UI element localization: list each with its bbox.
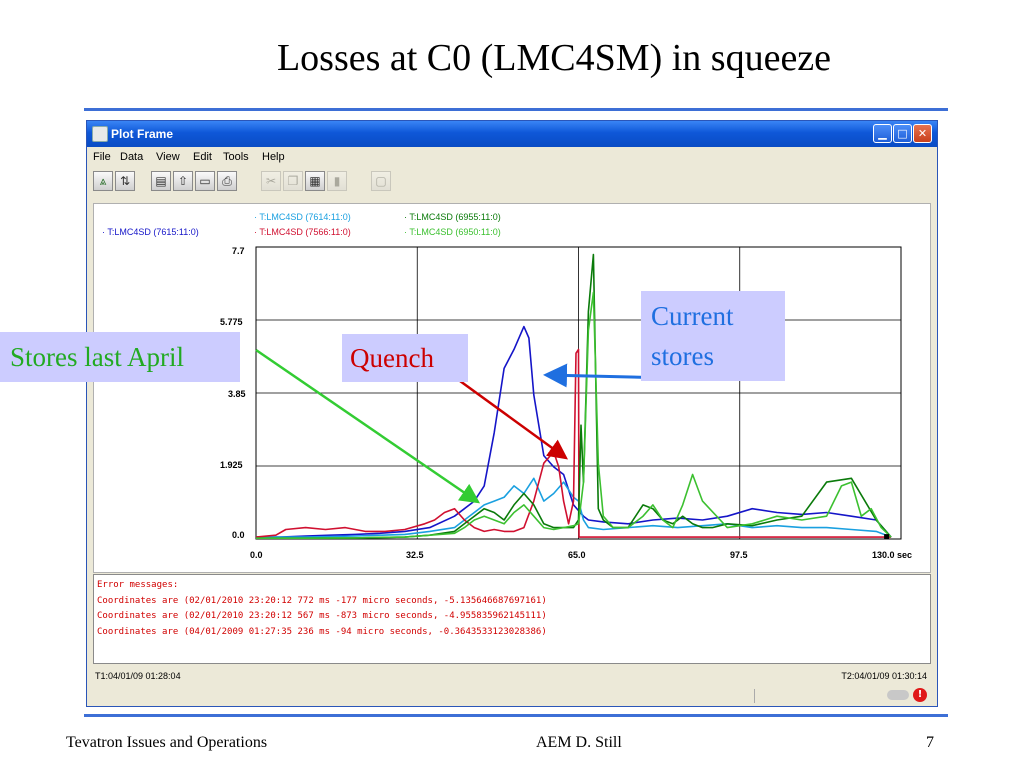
blank-icon[interactable]: ▢ <box>371 171 391 191</box>
error-line: Coordinates are (02/01/2010 23:20:12 772… <box>97 595 547 606</box>
y-tick-label: 0.0 <box>232 530 245 540</box>
x-tick-label: 65.0 <box>568 550 586 560</box>
menu-file[interactable]: File <box>93 151 111 163</box>
series-line-1 <box>256 477 892 538</box>
window-titlebar[interactable]: Plot Frame ▁ □ ✕ <box>87 121 937 147</box>
y-tick-label: 1.925 <box>220 460 243 470</box>
legend-entry-7614: · T:LMC4SD (7614:11:0) <box>254 212 351 222</box>
load-icon[interactable]: ▭ <box>195 171 215 191</box>
legend-entry-7566: · T:LMC4SD (7566:11:0) <box>254 227 351 237</box>
bottom-bar: ! <box>93 687 931 705</box>
footer-left: Tevatron Issues and Operations <box>66 734 268 751</box>
error-header: Error messages: <box>97 580 179 590</box>
paste-icon[interactable]: ▦ <box>305 171 325 191</box>
status-bar: T1:04/01/09 01:28:04 T2:04/01/09 01:30:1… <box>93 667 931 687</box>
x-tick-label: 0.0 <box>250 550 263 560</box>
footer-center: AEM D. Still <box>536 734 622 751</box>
cut-icon[interactable]: ✂ <box>261 171 281 191</box>
losses-chart <box>255 246 902 540</box>
zoom-axis-icon[interactable]: ⩓ <box>93 171 113 191</box>
x-tick-label: 97.5 <box>730 550 748 560</box>
toolbar: ⩓ ⇅ ▤ ⇧ ▭ ⎙ ✂ ❐ ▦ ▮ ▢ <box>87 167 937 195</box>
progress-arrows-icon <box>887 690 909 700</box>
y-tick-label: 3.85 <box>228 389 246 399</box>
current-stores-text-line1: Current <box>651 301 734 331</box>
window-title: Plot Frame <box>111 127 174 141</box>
top-rule <box>84 108 948 111</box>
menu-tools[interactable]: Tools <box>223 151 249 163</box>
error-messages-panel[interactable]: Error messages: Coordinates are (02/01/2… <box>93 574 931 664</box>
swap-axis-icon[interactable]: ⇅ <box>115 171 135 191</box>
quench-label: Quench <box>342 334 468 382</box>
menu-help[interactable]: Help <box>262 151 285 163</box>
save-icon[interactable]: ▤ <box>151 171 171 191</box>
plot-area[interactable]: · T:LMC4SD (7615:11:0) · T:LMC4SD (7614:… <box>93 203 931 573</box>
x-tick-label: 32.5 <box>406 550 424 560</box>
y-tick-label: 5.775 <box>220 317 243 327</box>
stores-last-april-label: Stores last April <box>0 332 240 382</box>
y-tick-label: 7.7 <box>232 246 245 256</box>
stores-last-april-text: Stores last April <box>10 342 184 372</box>
maximize-icon[interactable]: □ <box>893 124 912 143</box>
legend-entry-7615: · T:LMC4SD (7615:11:0) <box>102 227 199 237</box>
menubar: File Data View Edit Tools Help <box>87 147 937 167</box>
legend-entry-6950: · T:LMC4SD (6950:11:0) <box>404 227 501 237</box>
error-line: Coordinates are (02/01/2010 23:20:12 567… <box>97 611 547 621</box>
bottom-rule <box>84 714 948 717</box>
error-line: Coordinates are (04/01/2009 01:27:35 236… <box>97 626 547 637</box>
page-number: 7 <box>926 734 934 751</box>
java-cup-icon <box>92 126 108 142</box>
copy-icon[interactable]: ❐ <box>283 171 303 191</box>
plot-frame-window: Plot Frame ▁ □ ✕ File Data View Edit Too… <box>86 120 938 707</box>
print-icon[interactable]: ⎙ <box>217 171 237 191</box>
t2-timestamp: T2:04/01/09 01:30:14 <box>841 671 927 681</box>
x-tick-label: 130.0 sec <box>872 550 913 560</box>
menu-data[interactable]: Data <box>120 151 144 163</box>
status-divider <box>754 689 755 703</box>
minimize-icon[interactable]: ▁ <box>873 124 892 143</box>
menu-view[interactable]: View <box>156 151 180 163</box>
slide-title: Losses at C0 (LMC4SM) in squeeze <box>276 37 832 79</box>
close-icon[interactable]: ✕ <box>913 124 932 143</box>
current-stores-label: Current stores <box>641 291 785 381</box>
error-alert-icon[interactable]: ! <box>913 688 927 702</box>
delete-icon[interactable]: ▮ <box>327 171 347 191</box>
legend-entry-6955: · T:LMC4SD (6955:11:0) <box>404 212 501 222</box>
menu-edit[interactable]: Edit <box>193 151 212 163</box>
series-line-2 <box>255 348 892 538</box>
t1-timestamp: T1:04/01/09 01:28:04 <box>95 671 181 681</box>
export-icon[interactable]: ⇧ <box>173 171 193 191</box>
quench-text: Quench <box>350 343 434 373</box>
current-stores-text-line2: stores <box>651 341 714 371</box>
end-marker <box>884 534 890 540</box>
